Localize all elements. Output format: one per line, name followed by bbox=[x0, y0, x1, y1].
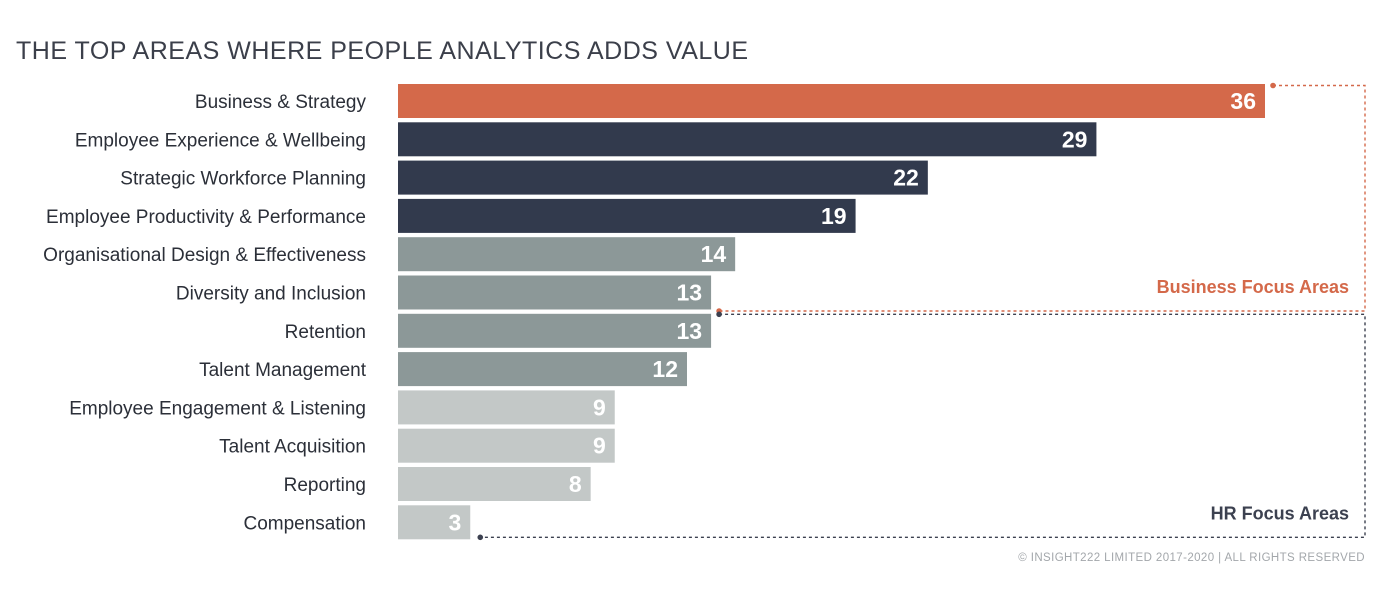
value-label: 13 bbox=[676, 280, 702, 306]
category-label: Talent Acquisition bbox=[219, 437, 366, 458]
category-label: Organisational Design & Effectiveness bbox=[43, 245, 366, 266]
copyright-text: © INSIGHT222 LIMITED 2017-2020 | ALL RIG… bbox=[1018, 552, 1365, 564]
category-label: Reporting bbox=[284, 475, 366, 496]
bar-6 bbox=[398, 313, 712, 348]
value-label: 36 bbox=[1230, 88, 1256, 114]
bracket-dot-0-0 bbox=[1270, 82, 1276, 89]
category-label: Employee Experience & Wellbeing bbox=[75, 130, 366, 151]
value-label: 12 bbox=[652, 356, 678, 382]
bar-3 bbox=[398, 198, 856, 233]
bars-group: Business & Strategy 36 Employee Experience… bbox=[43, 84, 1265, 540]
group-label: Business Focus Areas bbox=[1157, 277, 1349, 297]
bar-9 bbox=[398, 428, 615, 463]
bar-4 bbox=[398, 237, 736, 272]
group-label: HR Focus Areas bbox=[1211, 503, 1349, 523]
value-label: 9 bbox=[593, 394, 606, 420]
group-bracket-1 bbox=[480, 313, 1366, 538]
category-label: Business & Strategy bbox=[195, 92, 367, 113]
category-label: Compensation bbox=[243, 513, 366, 534]
category-label: Strategic Workforce Planning bbox=[120, 169, 366, 190]
value-label: 8 bbox=[569, 471, 582, 497]
bar-8 bbox=[398, 390, 615, 425]
category-label: Employee Productivity & Performance bbox=[46, 207, 366, 228]
value-label: 13 bbox=[676, 318, 702, 344]
group-brackets: Business Focus Areas HR Focus Areas bbox=[477, 82, 1366, 541]
bar-11 bbox=[398, 505, 471, 540]
value-label: 3 bbox=[448, 509, 461, 535]
bar-2 bbox=[398, 160, 928, 195]
category-label: Talent Management bbox=[199, 360, 367, 381]
bar-7 bbox=[398, 352, 687, 387]
category-label: Retention bbox=[285, 322, 366, 343]
chart-title: THE TOP AREAS WHERE PEOPLE ANALYTICS ADD… bbox=[16, 37, 749, 65]
value-label: 29 bbox=[1062, 126, 1088, 152]
bar-10 bbox=[398, 467, 591, 501]
bar-1 bbox=[398, 122, 1097, 157]
value-label: 19 bbox=[821, 203, 847, 229]
category-label: Diversity and Inclusion bbox=[176, 284, 366, 305]
value-label: 9 bbox=[593, 433, 606, 459]
value-label: 22 bbox=[893, 165, 919, 191]
value-label: 14 bbox=[701, 241, 727, 267]
group-bracket-0 bbox=[719, 84, 1366, 312]
category-label: Employee Engagement & Listening bbox=[69, 398, 366, 419]
bracket-dot-1-1 bbox=[477, 534, 484, 541]
bar-0 bbox=[398, 84, 1265, 118]
bar-5 bbox=[398, 275, 712, 310]
bracket-dot-1-0 bbox=[716, 311, 722, 318]
